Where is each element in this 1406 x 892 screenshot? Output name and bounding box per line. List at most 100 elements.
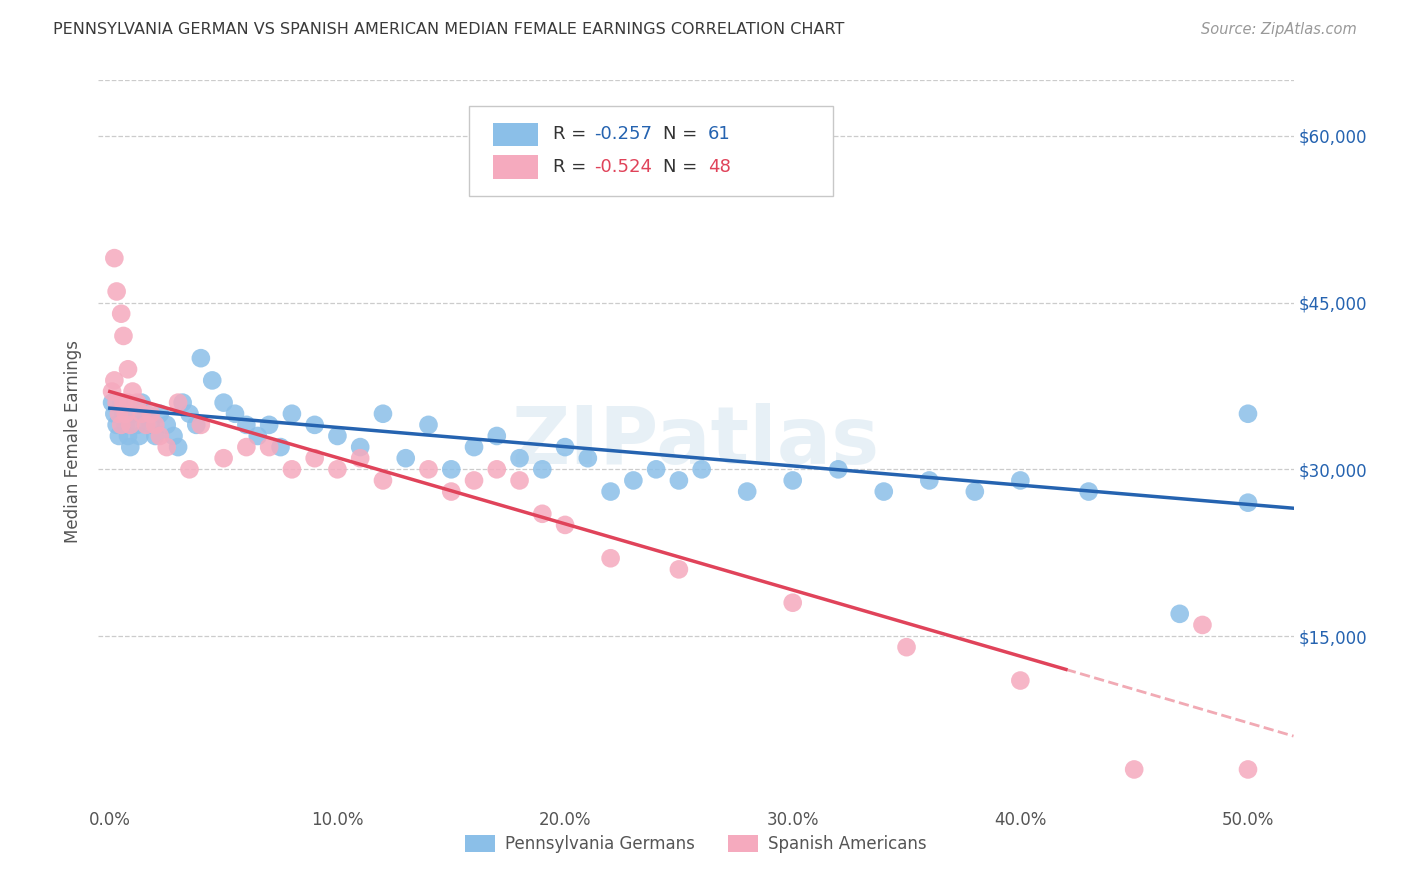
Point (326, 462, 349, 476)
Point (114, 407, 136, 421)
Text: -0.257: -0.257 (595, 126, 652, 144)
Point (463, 474, 485, 488)
Point (896, 640, 918, 655)
Point (235, 417, 257, 432)
Point (1123, 763, 1146, 777)
Point (645, 462, 668, 476)
Point (162, 429, 184, 443)
Point (186, 417, 208, 432)
Point (224, 407, 246, 421)
Text: Source: ZipAtlas.com: Source: ZipAtlas.com (1201, 22, 1357, 37)
Point (554, 517, 576, 532)
Point (108, 429, 131, 443)
Point (135, 407, 157, 421)
Point (418, 417, 440, 432)
Point (1077, 484, 1099, 499)
Point (349, 440, 371, 454)
Point (212, 395, 235, 409)
Point (270, 440, 292, 454)
Point (326, 429, 349, 443)
Point (117, 362, 139, 376)
Point (782, 596, 804, 610)
Y-axis label: Median Female Earnings: Median Female Earnings (65, 340, 83, 543)
Text: R =: R = (553, 158, 592, 176)
Point (179, 462, 201, 476)
Point (156, 440, 179, 454)
Point (668, 562, 690, 576)
Point (105, 285, 128, 299)
Point (117, 395, 139, 409)
Point (304, 451, 326, 466)
Text: -0.524: -0.524 (595, 158, 652, 176)
Point (418, 462, 440, 476)
Point (963, 484, 986, 499)
Point (167, 395, 190, 409)
Point (105, 395, 128, 409)
Point (114, 417, 136, 432)
Point (135, 417, 157, 432)
Point (554, 440, 576, 454)
FancyBboxPatch shape (470, 105, 834, 196)
Point (156, 417, 179, 432)
Text: 61: 61 (709, 126, 731, 144)
Point (1237, 496, 1260, 510)
Point (167, 440, 190, 454)
Point (463, 440, 485, 454)
Text: N =: N = (662, 158, 703, 176)
Point (1237, 407, 1260, 421)
Point (440, 484, 463, 499)
Point (509, 474, 531, 488)
Bar (494, 155, 538, 178)
Point (918, 474, 941, 488)
Point (117, 429, 139, 443)
Point (440, 462, 463, 476)
Point (257, 440, 280, 454)
Point (103, 407, 125, 421)
Point (257, 417, 280, 432)
Point (485, 429, 508, 443)
Legend: Pennsylvania Germans, Spanish Americans: Pennsylvania Germans, Spanish Americans (458, 828, 934, 860)
Point (827, 462, 849, 476)
Point (782, 474, 804, 488)
Point (101, 395, 124, 409)
Point (179, 407, 201, 421)
Point (128, 429, 150, 443)
Point (103, 373, 125, 387)
Point (112, 329, 135, 343)
Point (509, 451, 531, 466)
Point (112, 407, 135, 421)
Point (1191, 618, 1213, 632)
Point (304, 417, 326, 432)
Bar (494, 123, 538, 146)
Point (531, 462, 554, 476)
Point (108, 407, 131, 421)
Point (690, 462, 713, 476)
Point (235, 440, 257, 454)
Point (190, 417, 212, 432)
Point (599, 484, 621, 499)
Point (485, 462, 508, 476)
Point (121, 407, 143, 421)
Point (576, 451, 599, 466)
Point (110, 307, 132, 321)
Point (668, 474, 690, 488)
Point (149, 407, 172, 421)
Point (139, 407, 162, 421)
Text: N =: N = (662, 126, 703, 144)
Point (531, 507, 554, 521)
Point (873, 484, 896, 499)
Point (120, 440, 142, 454)
Text: PENNSYLVANIA GERMAN VS SPANISH AMERICAN MEDIAN FEMALE EARNINGS CORRELATION CHART: PENNSYLVANIA GERMAN VS SPANISH AMERICAN … (53, 22, 845, 37)
Point (212, 451, 235, 466)
Point (1168, 607, 1191, 621)
Point (110, 417, 132, 432)
Point (201, 373, 224, 387)
Point (120, 417, 142, 432)
Text: ZIPatlas: ZIPatlas (512, 402, 880, 481)
Point (121, 384, 143, 399)
Point (190, 351, 212, 366)
Point (599, 551, 621, 566)
Text: R =: R = (553, 126, 592, 144)
Point (371, 474, 394, 488)
Point (143, 417, 166, 432)
